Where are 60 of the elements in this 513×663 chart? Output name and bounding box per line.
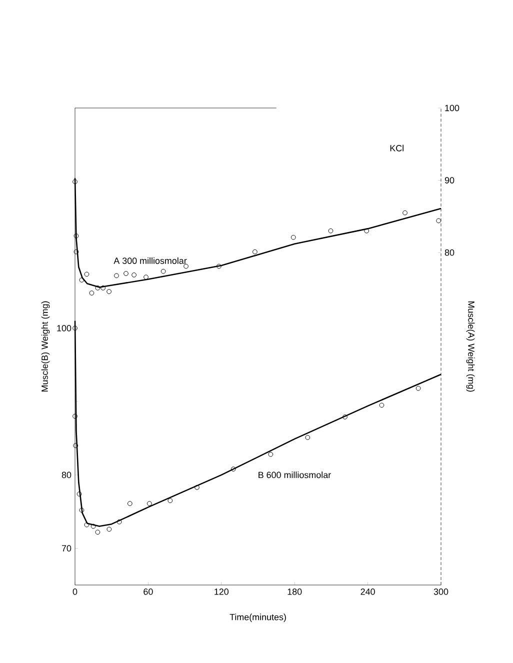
point: [416, 386, 421, 391]
point: [328, 228, 334, 234]
point: [124, 271, 128, 276]
point: [114, 273, 119, 278]
point: [184, 264, 188, 269]
y-tick-label: 100: [57, 324, 72, 332]
point: [76, 492, 82, 496]
point: [74, 249, 79, 254]
point: [402, 210, 408, 216]
x-axis-title: Time(minutes): [230, 614, 286, 622]
point: [84, 522, 90, 528]
x-tick-label: 60: [144, 588, 153, 595]
point: [194, 484, 200, 490]
point: [73, 443, 78, 448]
series-label: B 600 milliosmolar: [258, 472, 331, 478]
point: [72, 179, 78, 184]
point: [342, 414, 348, 420]
series-label: A 300 milliosmolar: [114, 257, 187, 264]
point: [252, 249, 258, 254]
point: [106, 526, 112, 532]
point: [100, 286, 106, 290]
point: [90, 524, 96, 529]
point: [89, 290, 94, 296]
point: [84, 272, 90, 277]
point: [216, 264, 222, 269]
point: [72, 326, 78, 331]
x-tick-label: 240: [360, 588, 375, 595]
y-tick-label: 80: [62, 472, 72, 478]
point: [74, 233, 79, 238]
point: [168, 498, 173, 504]
point: [379, 402, 384, 408]
point: [144, 274, 148, 280]
point: [95, 286, 100, 290]
point: [305, 435, 310, 440]
point: [79, 278, 84, 282]
y-axis-title: Muscle(B) Weight (mg): [41, 301, 50, 392]
point: [72, 414, 78, 419]
y2-axis-title: Muscle(A) Weight (mg): [466, 301, 475, 392]
point: [127, 501, 132, 506]
point: [436, 218, 442, 224]
y2-tick-label: 80: [444, 249, 454, 256]
y2-tick-label: 100: [445, 104, 460, 112]
annotation: KCl: [390, 144, 404, 152]
point: [268, 452, 274, 457]
x-tick-label: 180: [288, 588, 302, 595]
point: [364, 228, 370, 234]
x-tick-label: 300: [434, 588, 448, 595]
point: [79, 508, 84, 513]
point: [160, 268, 166, 274]
point: [290, 234, 296, 240]
point: [132, 272, 136, 278]
point: [116, 519, 122, 524]
y-tick-label: 70: [62, 545, 72, 552]
point: [106, 289, 112, 294]
x-tick-label: 120: [214, 588, 229, 595]
point: [146, 501, 152, 506]
x-tick-label: 0: [72, 588, 78, 595]
y2-tick-label: 90: [444, 177, 454, 184]
point: [230, 466, 236, 472]
point: [95, 530, 100, 535]
